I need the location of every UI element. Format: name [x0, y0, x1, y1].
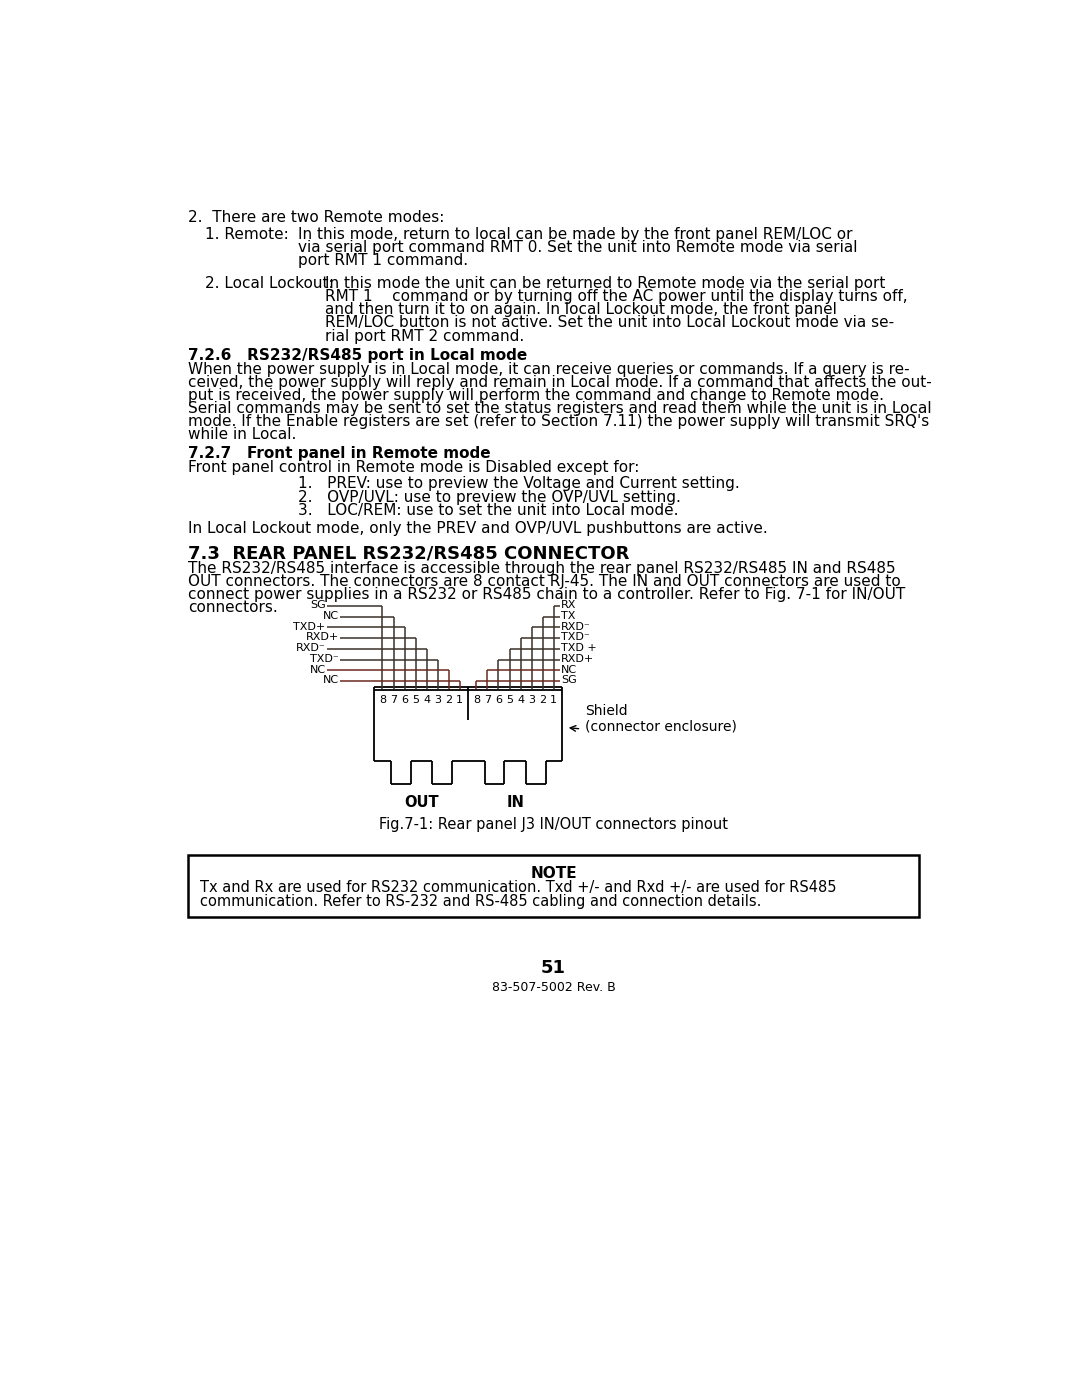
Text: 8: 8 [379, 694, 387, 704]
Text: 7: 7 [391, 694, 397, 704]
Text: communication. Refer to RS-232 and RS-485 cabling and connection details.: communication. Refer to RS-232 and RS-48… [200, 894, 761, 909]
Text: 3.   LOC/REM: use to set the unit into Local mode.: 3. LOC/REM: use to set the unit into Loc… [298, 503, 678, 518]
Text: RXD⁻: RXD⁻ [296, 643, 326, 654]
Text: 1.   PREV: use to preview the Voltage and Current setting.: 1. PREV: use to preview the Voltage and … [298, 475, 740, 490]
Text: In this mode, return to local can be made by the front panel REM/LOC or: In this mode, return to local can be mad… [298, 226, 852, 242]
Text: 2.   OVP/UVL: use to preview the OVP/UVL setting.: 2. OVP/UVL: use to preview the OVP/UVL s… [298, 489, 680, 504]
Text: put is received, the power supply will perform the command and change to Remote : put is received, the power supply will p… [188, 388, 883, 402]
Text: RX: RX [562, 599, 577, 610]
Text: (connector enclosure): (connector enclosure) [585, 719, 738, 733]
Text: 7.3  REAR PANEL RS232/RS485 CONNECTOR: 7.3 REAR PANEL RS232/RS485 CONNECTOR [188, 545, 629, 562]
Text: 4: 4 [423, 694, 431, 704]
Text: TXD+: TXD+ [294, 622, 326, 631]
Text: Fig.7-1: Rear panel J3 IN/OUT connectors pinout: Fig.7-1: Rear panel J3 IN/OUT connectors… [379, 817, 728, 831]
Text: RXD⁻: RXD⁻ [562, 622, 591, 631]
Text: 2.  There are two Remote modes:: 2. There are two Remote modes: [188, 210, 444, 225]
Text: 2. Local Lockout:: 2. Local Lockout: [205, 277, 334, 291]
Text: SG: SG [562, 676, 577, 686]
Text: NC: NC [310, 665, 326, 675]
Text: TXD⁻: TXD⁻ [562, 633, 590, 643]
Text: In this mode the unit can be returned to Remote mode via the serial port: In this mode the unit can be returned to… [325, 277, 886, 291]
Text: 3: 3 [528, 694, 535, 704]
Text: SG: SG [310, 599, 326, 610]
Text: 83-507-5002 Rev. B: 83-507-5002 Rev. B [491, 981, 616, 993]
Text: 51: 51 [541, 960, 566, 977]
Text: rial port RMT 2 command.: rial port RMT 2 command. [325, 328, 524, 344]
Text: 8: 8 [473, 694, 481, 704]
Text: Front panel control in Remote mode is Disabled except for:: Front panel control in Remote mode is Di… [188, 460, 639, 475]
Text: REM/LOC button is not active. Set the unit into Local Lockout mode via se-: REM/LOC button is not active. Set the un… [325, 316, 894, 331]
Text: OUT: OUT [404, 795, 438, 810]
Text: RXD+: RXD+ [562, 654, 594, 664]
Text: 7.2.7   Front panel in Remote mode: 7.2.7 Front panel in Remote mode [188, 447, 490, 461]
Text: and then turn it to on again. In local Lockout mode, the front panel: and then turn it to on again. In local L… [325, 302, 837, 317]
Text: 5: 5 [507, 694, 513, 704]
Text: Shield: Shield [585, 704, 627, 718]
Text: 2: 2 [539, 694, 546, 704]
Text: 1: 1 [456, 694, 463, 704]
Text: ceived, the power supply will reply and remain in Local mode. If a command that : ceived, the power supply will reply and … [188, 374, 931, 390]
Text: OUT connectors. The connectors are 8 contact RJ-45. The IN and OUT connectors ar: OUT connectors. The connectors are 8 con… [188, 574, 901, 590]
Text: RXD+: RXD+ [306, 633, 339, 643]
Text: 3: 3 [434, 694, 442, 704]
Text: 2: 2 [445, 694, 453, 704]
Text: via serial port command RMT 0. Set the unit into Remote mode via serial: via serial port command RMT 0. Set the u… [298, 240, 858, 256]
Text: IN: IN [507, 795, 524, 810]
Text: RMT 1    command or by turning off the AC power until the display turns off,: RMT 1 command or by turning off the AC p… [325, 289, 907, 305]
Text: 6: 6 [496, 694, 502, 704]
Text: 1: 1 [550, 694, 557, 704]
Text: TXD⁻: TXD⁻ [310, 654, 339, 664]
Text: TX: TX [562, 610, 576, 620]
Text: When the power supply is in Local mode, it can receive queries or commands. If a: When the power supply is in Local mode, … [188, 362, 909, 377]
Text: Tx and Rx are used for RS232 communication. Txd +/- and Rxd +/- are used for RS4: Tx and Rx are used for RS232 communicati… [200, 880, 837, 895]
Text: mode. If the Enable registers are set (refer to Section 7.11) the power supply w: mode. If the Enable registers are set (r… [188, 414, 929, 429]
Text: 5: 5 [413, 694, 419, 704]
Text: connectors.: connectors. [188, 601, 278, 616]
Text: 7.2.6   RS232/RS485 port in Local mode: 7.2.6 RS232/RS485 port in Local mode [188, 348, 527, 363]
Text: In Local Lockout mode, only the PREV and OVP/UVL pushbuttons are active.: In Local Lockout mode, only the PREV and… [188, 521, 768, 536]
Text: NOTE: NOTE [530, 866, 577, 882]
Text: The RS232/RS485 interface is accessible through the rear panel RS232/RS485 IN an: The RS232/RS485 interface is accessible … [188, 562, 895, 576]
Text: connect power supplies in a RS232 or RS485 chain to a controller. Refer to Fig. : connect power supplies in a RS232 or RS4… [188, 587, 905, 602]
Text: NC: NC [562, 665, 578, 675]
Text: 4: 4 [517, 694, 524, 704]
Text: 1. Remote:: 1. Remote: [205, 226, 288, 242]
Text: port RMT 1 command.: port RMT 1 command. [298, 253, 468, 268]
Text: NC: NC [323, 676, 339, 686]
Text: while in Local.: while in Local. [188, 427, 296, 441]
Text: 6: 6 [402, 694, 408, 704]
Text: 7: 7 [484, 694, 491, 704]
Text: Serial commands may be sent to set the status registers and read them while the : Serial commands may be sent to set the s… [188, 401, 931, 416]
Text: TXD +: TXD + [562, 643, 597, 654]
Bar [188, 855, 919, 916]
Text: NC: NC [323, 610, 339, 620]
